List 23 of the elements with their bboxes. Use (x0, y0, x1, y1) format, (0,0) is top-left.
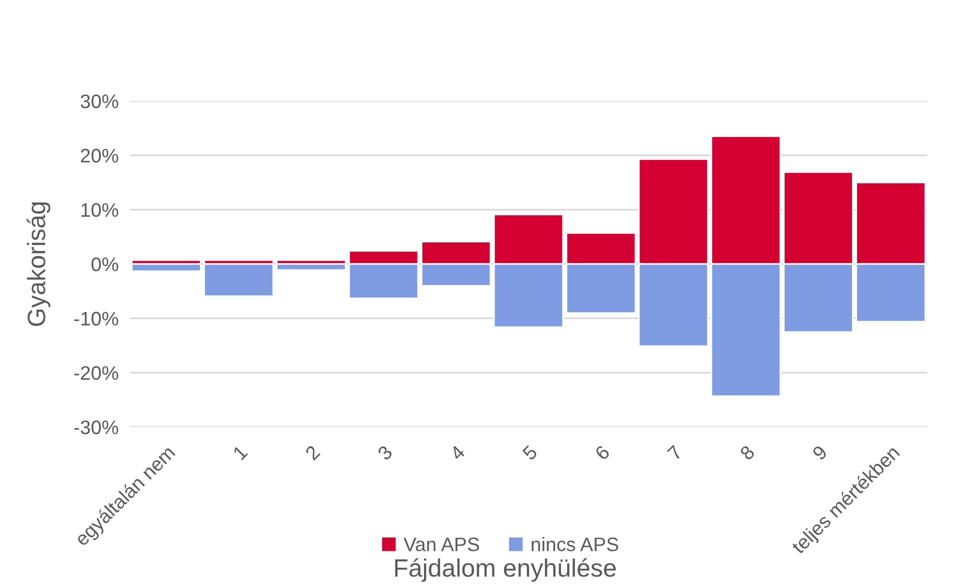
x-tick-label: 8 (739, 444, 756, 461)
x-axis-title: Fájdalom enyhülése (395, 558, 616, 582)
legend-label: Van APS (404, 538, 479, 552)
legend-label: nincs APS (532, 536, 618, 552)
bar (131, 263, 202, 272)
x-tick-label: 3 (376, 444, 394, 461)
x-tick-label: 9 (812, 444, 828, 461)
y-tick-label: 20% (80, 148, 118, 163)
y-tick-label: -10% (74, 312, 118, 326)
x-tick-label: 4 (449, 444, 466, 461)
y-tick-label: -20% (74, 366, 118, 380)
x-tick-label: 6 (594, 444, 610, 461)
x-tick-label: 2 (304, 444, 320, 461)
x-tick-label: 1 (232, 444, 248, 460)
y-axis-title: Gyakoriság (26, 202, 50, 326)
bar (204, 263, 274, 297)
y-tick-label: -30% (74, 420, 118, 434)
y-tick-label: 0% (92, 257, 118, 272)
bar (276, 263, 346, 271)
x-tick-label: 7 (666, 444, 683, 461)
y-tick-label: 10% (81, 203, 118, 217)
y-tick-label: 30% (80, 94, 118, 108)
x-tick-label: 5 (522, 444, 538, 461)
